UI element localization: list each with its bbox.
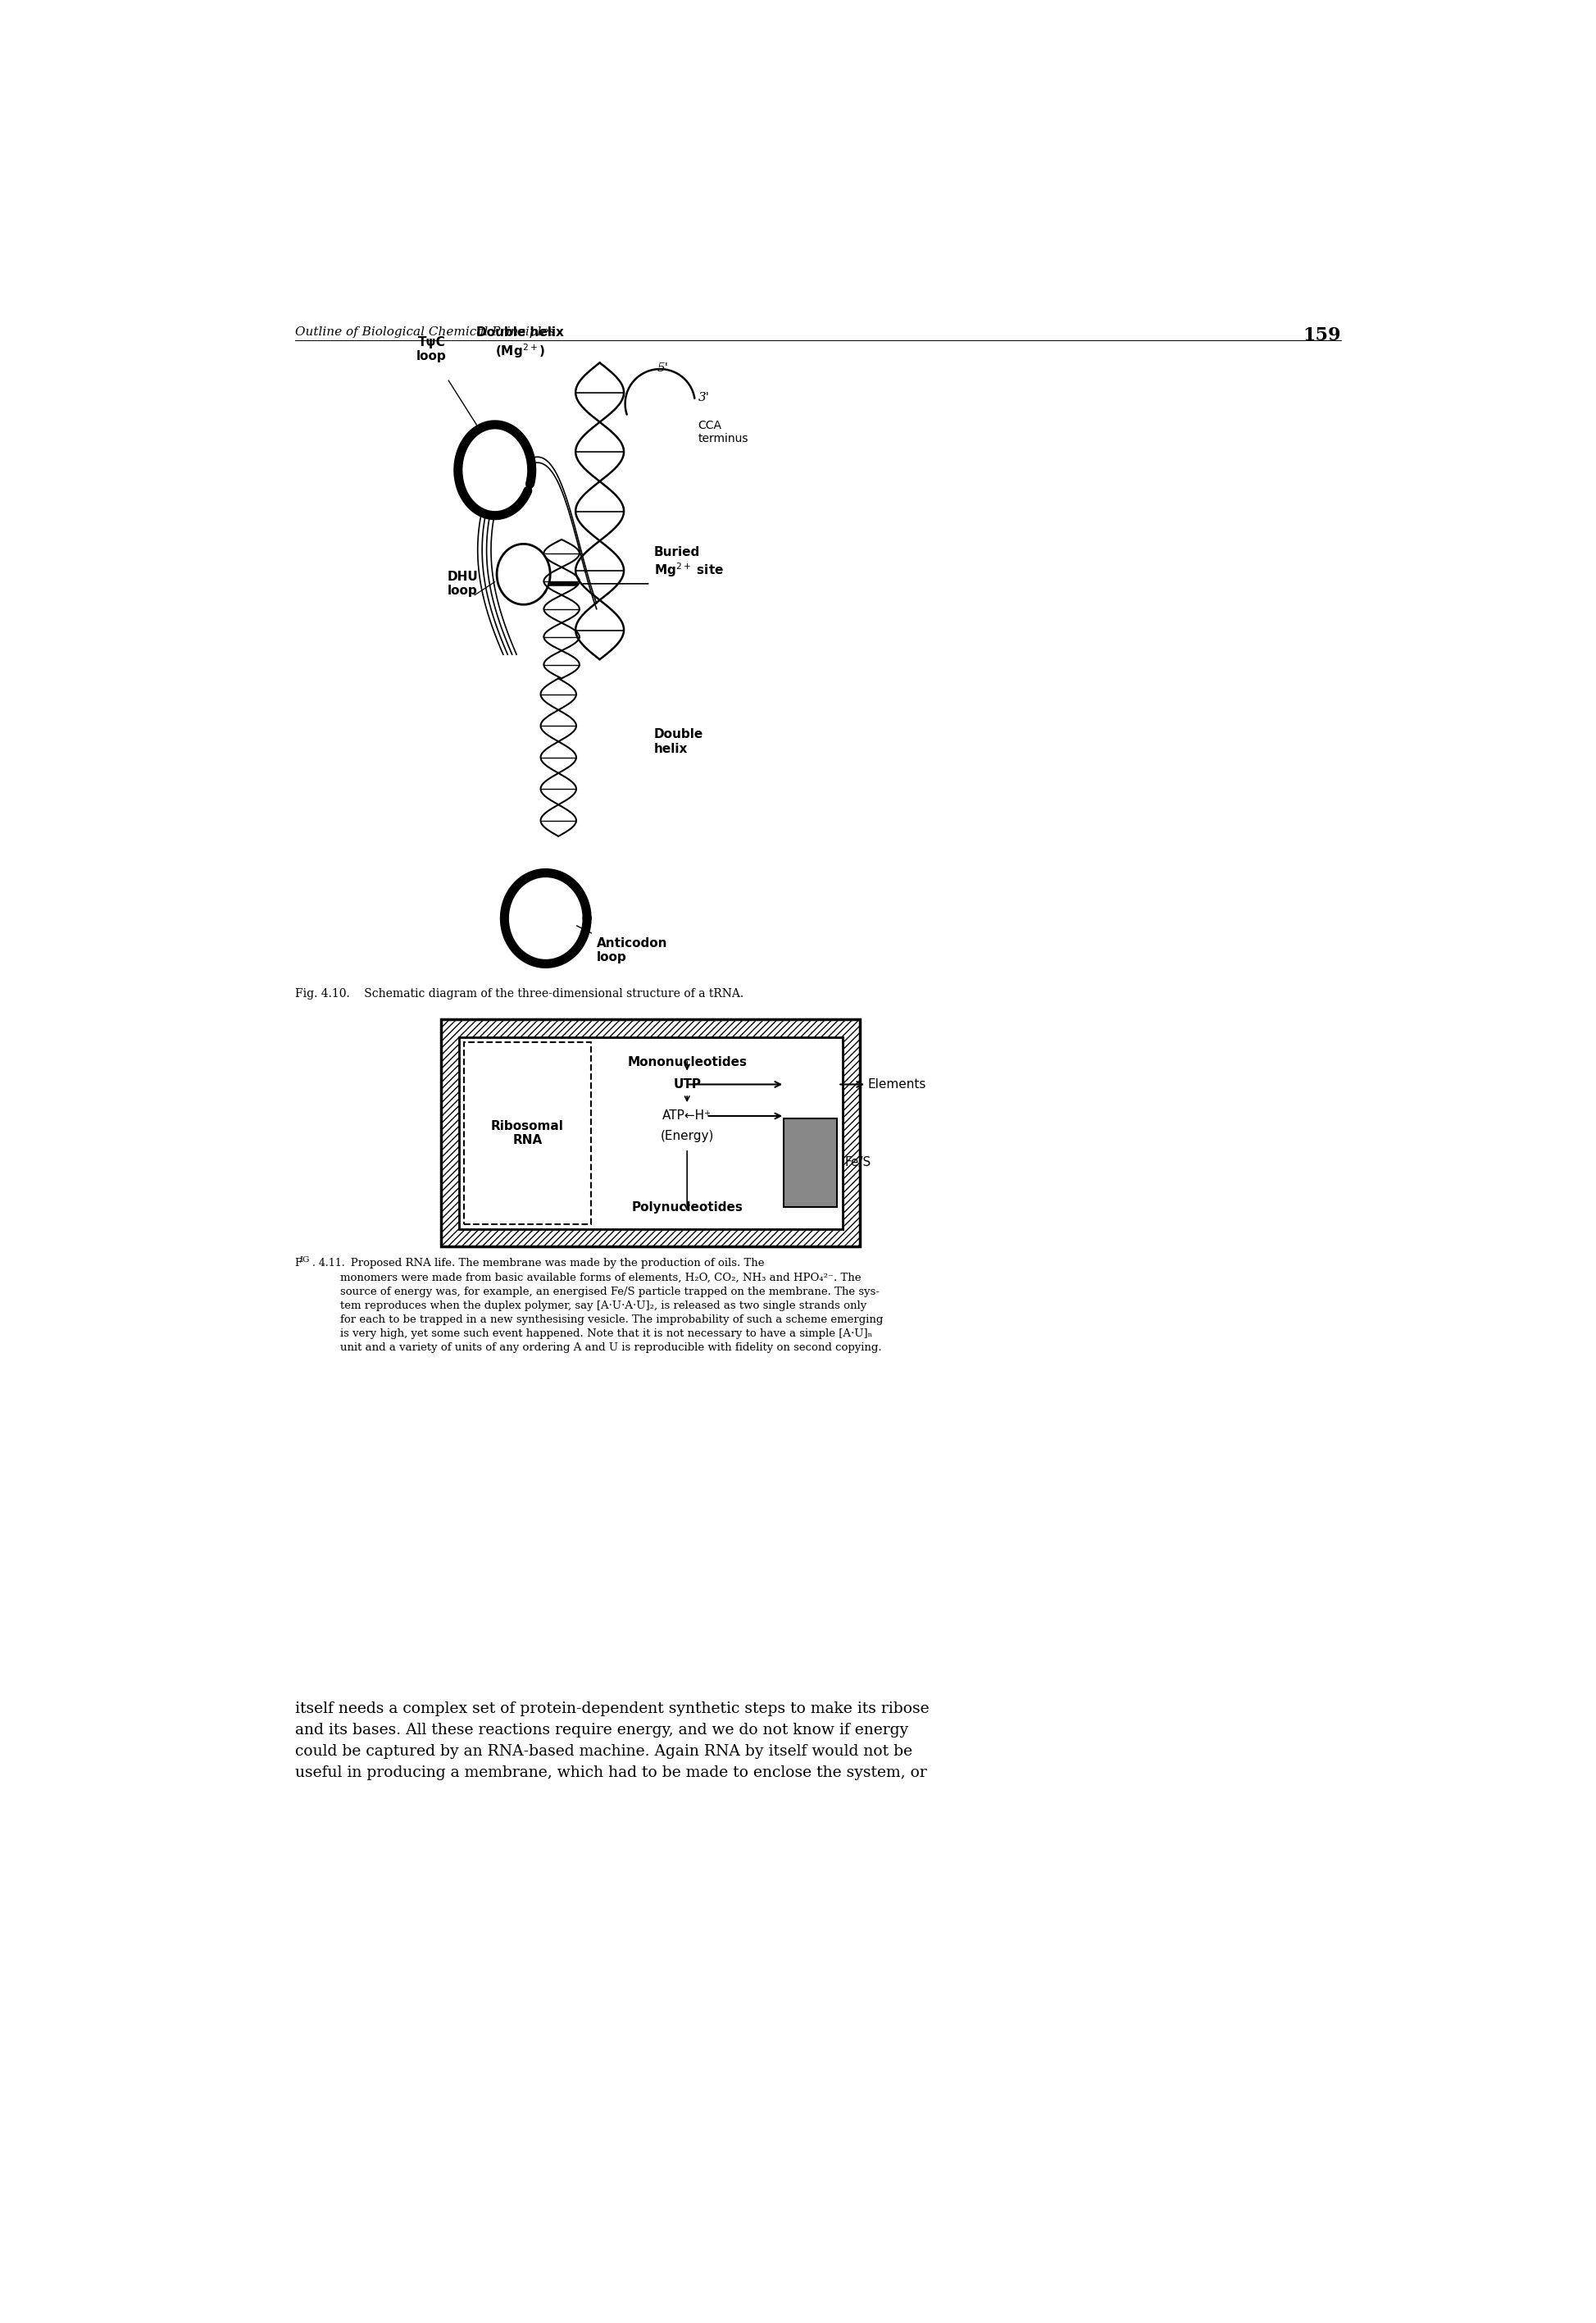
Text: DHU
loop: DHU loop [447, 571, 479, 597]
Bar [440, 1020, 860, 1247]
Text: Double
helix: Double helix [654, 729, 704, 755]
Text: 159: 159 [1302, 325, 1341, 344]
Text: CCA
terminus: CCA terminus [697, 420, 749, 444]
Text: F: F [295, 1259, 302, 1268]
Text: Proposed RNA life. The membrane was made by the production of oils. The
monomers: Proposed RNA life. The membrane was made… [340, 1259, 884, 1354]
Text: Fe/S: Fe/S [844, 1157, 871, 1168]
Text: Ribosomal
RNA: Ribosomal RNA [492, 1120, 563, 1145]
Text: Polynucleotides: Polynucleotides [632, 1201, 742, 1213]
Text: IG: IG [300, 1257, 310, 1264]
Text: . 4.11.: . 4.11. [311, 1259, 345, 1268]
Bar [784, 1117, 838, 1208]
Text: Double helix
(Mg$^{2+}$): Double helix (Mg$^{2+}$) [477, 328, 563, 360]
Text: 5': 5' [658, 362, 669, 374]
Text: ATP←H⁺: ATP←H⁺ [662, 1110, 712, 1122]
Text: (Energy): (Energy) [661, 1129, 713, 1143]
Text: Fig. 4.10.    Schematic diagram of the three-dimensional structure of a tRNA.: Fig. 4.10. Schematic diagram of the thre… [295, 987, 744, 999]
Text: Outline of Biological Chemical Principles: Outline of Biological Chemical Principle… [295, 325, 555, 337]
Bar [458, 1036, 843, 1229]
Text: 3': 3' [697, 393, 710, 404]
Bar [464, 1043, 591, 1224]
Text: UTP: UTP [674, 1078, 701, 1089]
Text: Elements: Elements [868, 1078, 926, 1089]
Text: TψC
loop: TψC loop [417, 337, 447, 362]
Text: Anticodon
loop: Anticodon loop [597, 936, 667, 964]
Text: Mononucleotides: Mononucleotides [627, 1057, 747, 1069]
Text: Buried
Mg$^{2+}$ site: Buried Mg$^{2+}$ site [654, 546, 723, 578]
Text: itself needs a complex set of protein-dependent synthetic steps to make its ribo: itself needs a complex set of protein-de… [295, 1700, 929, 1779]
